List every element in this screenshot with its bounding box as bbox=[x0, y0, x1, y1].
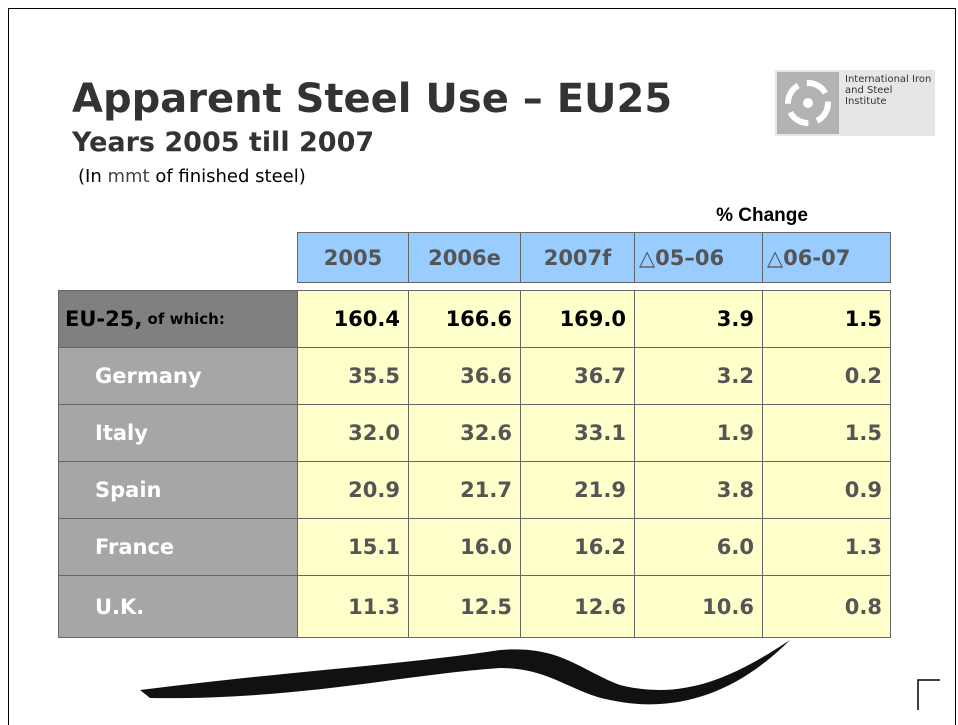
cell: 3.2 bbox=[634, 347, 763, 405]
cell: 3.9 bbox=[634, 290, 763, 348]
cell: 166.6 bbox=[408, 290, 521, 348]
column-header: △05–06 bbox=[634, 232, 763, 283]
corner-mark bbox=[918, 680, 940, 710]
cell: 0.8 bbox=[762, 575, 891, 638]
column-header: 2006e bbox=[408, 232, 521, 283]
logo-icon bbox=[777, 72, 839, 134]
cell: 15.1 bbox=[297, 518, 409, 576]
cell: 3.8 bbox=[634, 461, 763, 519]
row-label-suffix: of which: bbox=[142, 310, 225, 328]
cell: 0.9 bbox=[762, 461, 891, 519]
logo-text: International Iron and Steel Institute bbox=[845, 74, 933, 107]
cell: 10.6 bbox=[634, 575, 763, 638]
note-suffix: of finished steel) bbox=[150, 166, 306, 187]
row-label: Spain bbox=[58, 461, 298, 519]
cell: 160.4 bbox=[297, 290, 409, 348]
cell: 169.0 bbox=[520, 290, 635, 348]
row-label: Italy bbox=[58, 404, 298, 462]
row-label: Germany bbox=[58, 347, 298, 405]
decoration bbox=[0, 630, 958, 725]
cell: 36.6 bbox=[408, 347, 521, 405]
cell: 32.0 bbox=[297, 404, 409, 462]
group-label: % Change bbox=[634, 205, 890, 227]
cell: 1.5 bbox=[762, 290, 891, 348]
cell: 32.6 bbox=[408, 404, 521, 462]
row-label: U.K. bbox=[58, 575, 298, 638]
note: (In mmt of finished steel) bbox=[78, 166, 306, 187]
logo-dot bbox=[803, 98, 813, 108]
subtitle: Years 2005 till 2007 bbox=[72, 127, 374, 158]
cell: 12.6 bbox=[520, 575, 635, 638]
row-label-main: EU-25, bbox=[65, 307, 142, 331]
cell: 1.5 bbox=[762, 404, 891, 462]
cell: 16.2 bbox=[520, 518, 635, 576]
cell: 16.0 bbox=[408, 518, 521, 576]
note-unit: mmt bbox=[107, 166, 149, 187]
cell: 0.2 bbox=[762, 347, 891, 405]
cell: 21.9 bbox=[520, 461, 635, 519]
cell: 6.0 bbox=[634, 518, 763, 576]
swoosh bbox=[140, 640, 790, 704]
cell: 21.7 bbox=[408, 461, 521, 519]
title: Apparent Steel Use – EU25 bbox=[72, 76, 672, 122]
row-label: EU-25, of which: bbox=[58, 290, 298, 348]
cell: 1.9 bbox=[634, 404, 763, 462]
cell: 20.9 bbox=[297, 461, 409, 519]
cell: 35.5 bbox=[297, 347, 409, 405]
cell: 36.7 bbox=[520, 347, 635, 405]
cell: 33.1 bbox=[520, 404, 635, 462]
cell: 11.3 bbox=[297, 575, 409, 638]
cell: 12.5 bbox=[408, 575, 521, 638]
slide: Apparent Steel Use – EU25 Years 2005 til… bbox=[0, 0, 958, 725]
logo: International Iron and Steel Institute bbox=[775, 70, 935, 136]
column-header: 2007f bbox=[520, 232, 635, 283]
column-header: △06-07 bbox=[762, 232, 891, 283]
note-prefix: (In bbox=[78, 166, 107, 187]
cell: 1.3 bbox=[762, 518, 891, 576]
column-header: 2005 bbox=[297, 232, 409, 283]
row-label: France bbox=[58, 518, 298, 576]
